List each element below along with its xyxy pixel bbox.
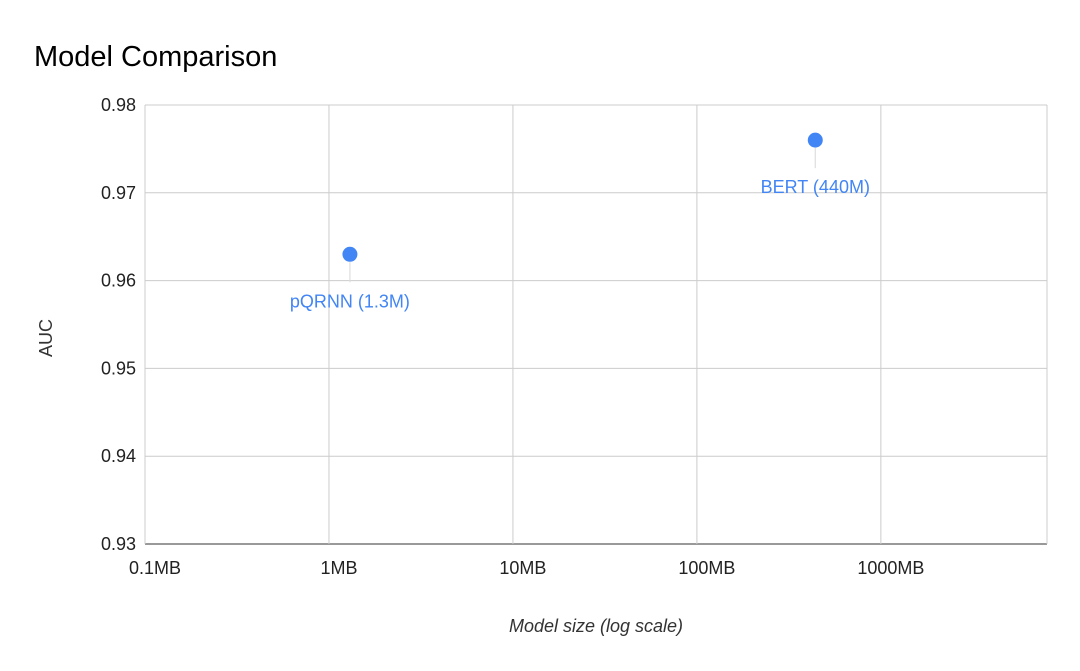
x-tick-label: 1MB xyxy=(320,558,357,578)
y-axis-title: AUC xyxy=(36,319,56,357)
y-tick-label: 0.94 xyxy=(101,446,136,466)
y-tick-label: 0.97 xyxy=(101,183,136,203)
chart-title: Model Comparison xyxy=(34,41,277,73)
data-point-label: BERT (440M) xyxy=(761,177,870,197)
y-tick-label: 0.98 xyxy=(101,95,136,115)
x-tick-label: 10MB xyxy=(499,558,546,578)
y-tick-label: 0.95 xyxy=(101,358,136,378)
grid-lines xyxy=(144,104,1048,545)
x-tick-label: 1000MB xyxy=(857,558,924,578)
data-point xyxy=(807,132,823,148)
data-point-label: pQRNN (1.3M) xyxy=(290,291,410,311)
x-axis-title: Model size (log scale) xyxy=(509,616,683,636)
data-points: pQRNN (1.3M) BERT (440M) xyxy=(290,132,870,311)
y-axis-ticks: 0.93 0.94 0.95 0.96 0.97 0.98 xyxy=(101,95,136,554)
x-axis-ticks: 0.1MB 1MB 10MB 100MB 1000MB xyxy=(129,558,924,578)
y-tick-label: 0.96 xyxy=(101,271,136,291)
x-tick-label: 0.1MB xyxy=(129,558,181,578)
data-point xyxy=(342,246,358,262)
x-tick-label: 100MB xyxy=(678,558,735,578)
y-tick-label: 0.93 xyxy=(101,534,136,554)
